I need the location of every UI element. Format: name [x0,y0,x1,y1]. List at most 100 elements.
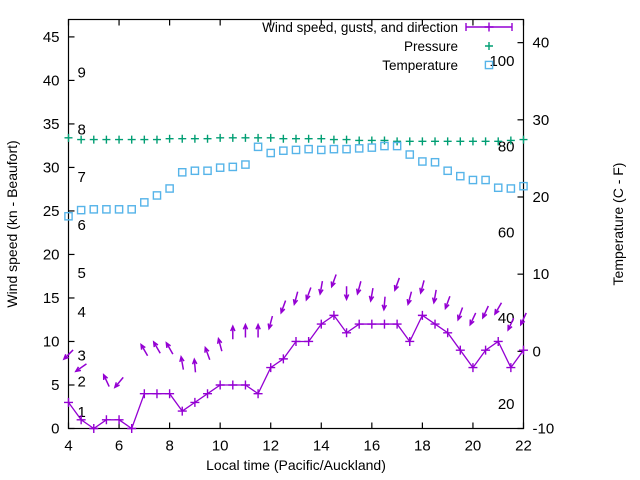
temperature-marker [329,144,339,154]
wind-direction-arrow [74,363,87,373]
x-tick-label: 22 [515,438,532,455]
wind-speed-marker [417,310,427,320]
wind-direction-arrow [444,295,451,311]
wind-speed-marker [177,406,187,416]
pressure-marker [342,135,351,144]
temperature-marker [114,205,124,214]
pressure-marker [127,135,136,144]
temperature-marker [380,141,389,151]
wind-speed-marker [215,380,225,390]
plot-frame [67,18,525,430]
pressure-marker [165,134,174,143]
wind-direction-arrow [165,341,174,355]
wind-speed-marker [76,415,86,425]
wind-speed-marker [379,319,389,329]
y-axis-right: -10 0 10 20 30 40 Temperature (C - F) [517,35,626,438]
pressure-marker [228,133,237,142]
y2-tick-label: 30 [533,112,550,129]
temperature-marker [228,162,238,172]
pressure-marker [506,136,515,145]
pressure-marker [115,135,124,144]
wind-speed-marker [190,397,200,407]
wind-direction-arrow [368,287,375,303]
legend-label-2: Temperature [382,58,458,73]
wind-direction-arrow [191,357,198,373]
temperature-marker [304,144,313,154]
pressure-marker [292,134,300,143]
temperature-marker [152,191,162,200]
temperature-marker [316,145,326,155]
pressure-marker [152,135,161,144]
y-tick-label: 25 [43,203,60,220]
wind-speed-marker [342,328,352,338]
temperature-marker [190,166,200,176]
wind-direction-arrow [519,312,527,327]
pressure-marker [317,134,326,143]
wind-speed-marker [304,336,314,346]
wind-direction-arrow [292,291,299,307]
wind-direction-arrow [482,305,490,320]
temperature-marker [102,205,111,214]
wind-speed-marker [165,389,175,399]
temperature-marker [481,175,490,185]
beaufort-label: 5 [78,265,86,282]
y2-tick-label: 0 [533,343,541,360]
wind-speed-line [67,314,525,430]
beaufort-label: 3 [78,348,86,365]
wind-direction-arrow [469,312,477,327]
temperature-marker [165,184,174,193]
fahrenheit-label: 100 [489,53,514,70]
temperature-marker [430,157,440,167]
wind-speed-marker [405,336,415,346]
temperature-marker [418,157,427,166]
wind-speed-marker [101,415,111,425]
y-tick-label: 35 [43,116,60,133]
beaufort-label: 2 [78,374,86,391]
pressure-marker [367,136,376,145]
fahrenheit-label: 60 [498,224,515,241]
wind-speed-marker [64,397,73,407]
y-tick-label: 30 [43,159,60,176]
beaufort-label: 8 [78,121,86,138]
x-tick-label: 8 [165,438,173,455]
temperature-marker [127,205,136,214]
temperature-marker [89,205,99,214]
wind-speed-marker [392,319,402,329]
pressure-marker [418,137,427,146]
temperature-marker [456,171,465,181]
pressure-marker [216,133,225,142]
temperature-marker [506,184,516,193]
x-tick-label: 20 [465,438,482,455]
pressure-marker [494,137,503,146]
legend: Wind speed, gusts, and direction Pressure… [262,20,513,73]
pressure-marker [77,135,86,144]
wind-direction-arrow [381,296,388,312]
wind-speed-marker [278,354,288,364]
y-tick-label: 15 [43,290,60,307]
legend-sample-wind-marker [484,22,494,32]
temperature-marker [443,166,452,176]
wind-speed-marker [253,389,263,399]
wind-direction-arrow [456,307,464,322]
wind-direction-arrow [280,300,287,315]
wind-speed-marker [468,363,478,373]
temperature-marker [354,144,364,153]
wind-direction-arrows [62,274,527,389]
pressure-marker [64,133,73,142]
wind-speed-marker [455,345,465,355]
wind-speed-marker [329,310,339,320]
temperature-marker [266,148,276,158]
wind-speed-marker [203,389,213,399]
pressure-marker [89,135,98,144]
legend-label-1: Pressure [404,39,458,54]
y-axis-left: 0 5 10 15 20 25 30 35 40 45 Wind speed (kn - Beauf… [4,29,75,438]
temperature-marker [140,198,149,207]
temperature-marker [215,163,225,172]
plot-border [67,18,525,430]
wind-direction-arrow [242,322,249,338]
x-tick-label: 14 [313,438,330,455]
y2-tick-label: 40 [533,35,550,52]
